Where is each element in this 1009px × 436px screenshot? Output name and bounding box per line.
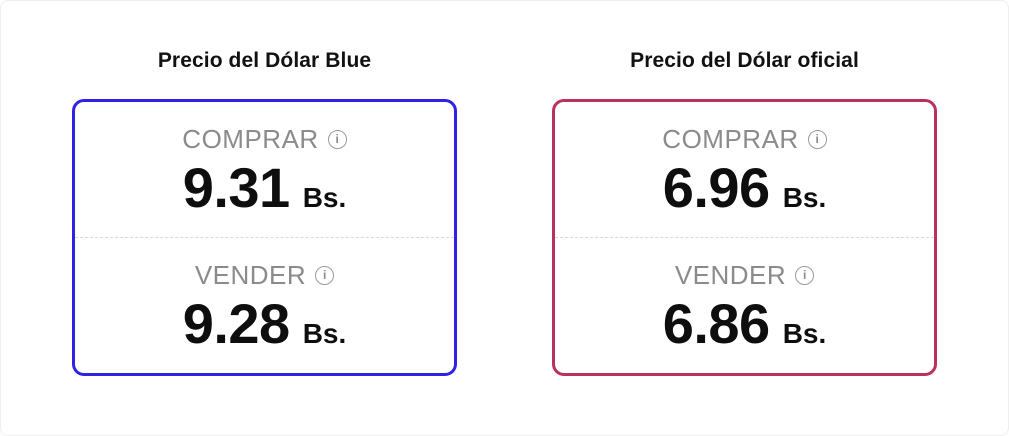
info-icon[interactable]: i [807,129,827,149]
currency-label: Bs. [782,317,827,349]
currency-label: Bs. [302,181,347,213]
comprar-label-row: COMPRAR i [182,123,347,155]
info-icon[interactable]: i [795,265,815,285]
info-icon[interactable]: i [327,129,347,149]
comprar-value: 9.31 [182,155,291,219]
comprar-value: 6.96 [662,155,771,219]
dolar-blue-title: Precio del Dólar Blue [157,49,372,72]
comprar-label: COMPRAR [182,123,319,154]
currency-label: Bs. [782,181,827,213]
vender-label-row: VENDER i [674,259,815,291]
comprar-label-row: COMPRAR i [662,123,827,155]
vender-value: 6.86 [662,291,771,355]
vender-value-row: 9.28 Bs. [182,291,347,355]
dolar-blue-comprar-section: COMPRAR i 9.31 Bs. [75,102,454,237]
comprar-value-row: 6.96 Bs. [662,155,827,219]
dolar-oficial-title: Precio del Dólar oficial [630,49,859,72]
dolar-oficial-comprar-section: COMPRAR i 6.96 Bs. [555,102,934,237]
vender-label: VENDER [194,259,307,290]
dolar-oficial-section: Precio del Dólar oficial COMPRAR i 6.96 … [552,49,937,376]
dolar-blue-section: Precio del Dólar Blue COMPRAR i 9.31 Bs.… [72,49,457,376]
dolar-blue-card: COMPRAR i 9.31 Bs. VENDER i 9.28 Bs. [72,99,457,376]
info-icon[interactable]: i [315,265,335,285]
dolar-blue-vender-section: VENDER i 9.28 Bs. [75,237,454,373]
vender-label-row: VENDER i [194,259,335,291]
vender-value: 9.28 [182,291,291,355]
currency-label: Bs. [302,317,347,349]
dolar-oficial-vender-section: VENDER i 6.86 Bs. [555,237,934,373]
dolar-oficial-card: COMPRAR i 6.96 Bs. VENDER i 6.86 Bs. [552,99,937,376]
comprar-label: COMPRAR [662,123,799,154]
comprar-value-row: 9.31 Bs. [182,155,347,219]
vender-value-row: 6.86 Bs. [662,291,827,355]
vender-label: VENDER [674,259,787,290]
